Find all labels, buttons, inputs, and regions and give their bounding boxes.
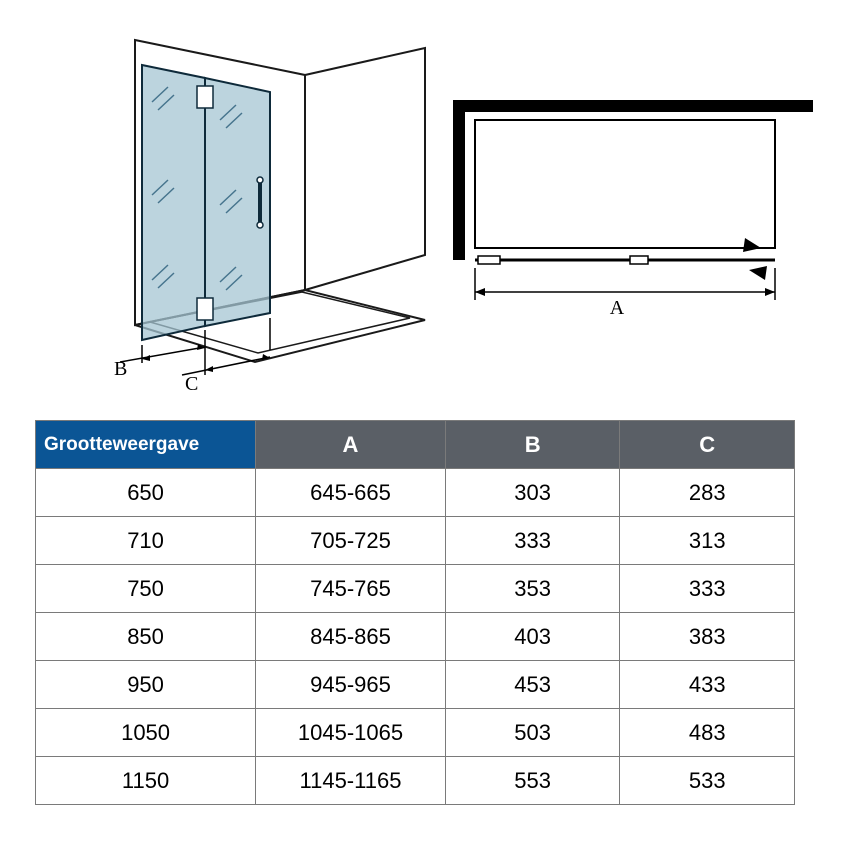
- table-cell: 503: [445, 709, 620, 757]
- table-cell: 283: [620, 469, 795, 517]
- table-cell: 645-665: [256, 469, 446, 517]
- table-row: 11501145-1165553533: [36, 757, 795, 805]
- table-cell: 1045-1065: [256, 709, 446, 757]
- table-cell: 353: [445, 565, 620, 613]
- table-cell: 483: [620, 709, 795, 757]
- table-cell: 333: [620, 565, 795, 613]
- col-header-c: C: [620, 421, 795, 469]
- table-cell: 750: [36, 565, 256, 613]
- table-cell: 533: [620, 757, 795, 805]
- dim-b-label: B: [114, 358, 127, 380]
- table-cell: 553: [445, 757, 620, 805]
- table-cell: 403: [445, 613, 620, 661]
- dim-a-label: A: [610, 297, 625, 319]
- table-cell: 1050: [36, 709, 256, 757]
- col-header-b: B: [445, 421, 620, 469]
- table-row: 850845-865403383: [36, 613, 795, 661]
- table-cell: 383: [620, 613, 795, 661]
- table-cell: 710: [36, 517, 256, 565]
- table-cell: 1150: [36, 757, 256, 805]
- table-cell: 1145-1165: [256, 757, 446, 805]
- table-row: 10501045-1065503483: [36, 709, 795, 757]
- table-cell: 453: [445, 661, 620, 709]
- col-header-size: Grootteweergave: [36, 421, 256, 469]
- table-cell: 433: [620, 661, 795, 709]
- top-plan-diagram: A: [445, 90, 815, 320]
- table-row: 750745-765353333: [36, 565, 795, 613]
- table-row: 950945-965453433: [36, 661, 795, 709]
- size-table: Grootteweergave A B C 650645-66530328371…: [35, 420, 795, 805]
- table-cell: 950: [36, 661, 256, 709]
- table-header-row: Grootteweergave A B C: [36, 421, 795, 469]
- table-cell: 745-765: [256, 565, 446, 613]
- iso-shower-diagram: B C: [80, 30, 450, 395]
- table-cell: 333: [445, 517, 620, 565]
- table-cell: 705-725: [256, 517, 446, 565]
- table-row: 710705-725333313: [36, 517, 795, 565]
- dim-c-label: C: [185, 373, 198, 395]
- diagram-area: B C: [30, 30, 815, 395]
- col-header-a: A: [256, 421, 446, 469]
- table-cell: 313: [620, 517, 795, 565]
- table-row: 650645-665303283: [36, 469, 795, 517]
- table-cell: 303: [445, 469, 620, 517]
- table-cell: 850: [36, 613, 256, 661]
- table-cell: 845-865: [256, 613, 446, 661]
- table-cell: 650: [36, 469, 256, 517]
- table-cell: 945-965: [256, 661, 446, 709]
